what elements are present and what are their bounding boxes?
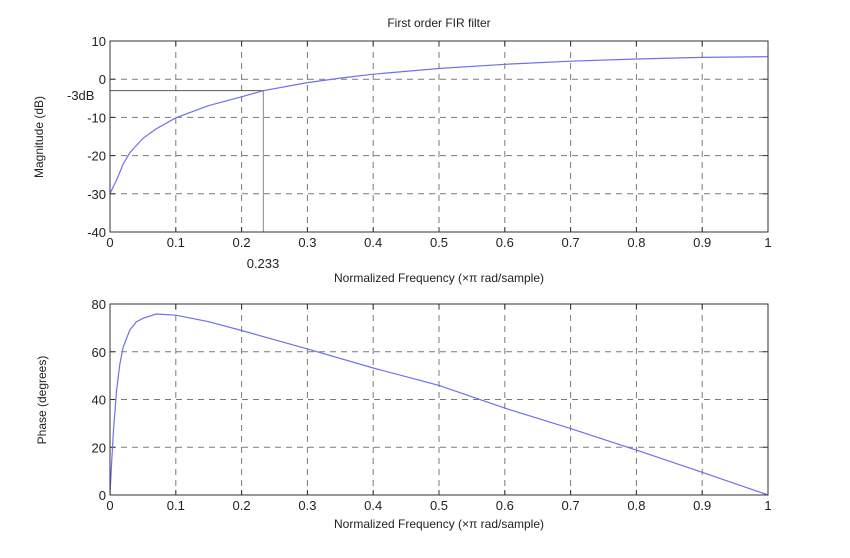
x-tick-label: 0.2 — [233, 498, 251, 513]
x-tick-label: 0.4 — [364, 235, 382, 250]
y-tick-label: 80 — [92, 297, 106, 312]
x-tick-label: 0.7 — [562, 498, 580, 513]
x-tick-label: 0.8 — [627, 235, 645, 250]
x-tick-label: 0.2 — [233, 235, 251, 250]
x-tick-label: 0.8 — [627, 498, 645, 513]
axes-box — [109, 303, 769, 496]
x-tick-label: 0.5 — [430, 498, 448, 513]
x-tick-label: 0.1 — [167, 498, 185, 513]
x-tick-label: 0 — [106, 498, 113, 513]
phase-plot: 0 0.1 0.2 0.3 0.4 0.5 0.6 0.7 0.8 0.9 1 80 60 40 20 0 — [92, 297, 772, 513]
x-tick-label: 0.9 — [693, 235, 711, 250]
bottom-y-axis-label: Phase (degrees) — [35, 356, 49, 445]
y-tick-label: 0 — [99, 72, 106, 87]
chart-title: First order FIR filter — [387, 16, 490, 30]
y-tick-label: 10 — [92, 34, 106, 49]
bottom-x-axis-label: Normalized Frequency (×π rad/sample) — [334, 517, 544, 531]
x-tick-label: 0.4 — [364, 498, 382, 513]
x-tick-label: 0.3 — [298, 498, 316, 513]
top-y-axis-label: Magnitude (dB) — [32, 96, 46, 178]
x-tick-label: 0.7 — [562, 235, 580, 250]
top-x-axis-label: Normalized Frequency (×π rad/sample) — [334, 271, 544, 285]
x-tick-label: 0.3 — [298, 235, 316, 250]
y-tick-label: 60 — [92, 345, 106, 360]
y-tick-label: -10 — [87, 110, 106, 125]
data-line — [109, 313, 769, 496]
x-tick-label: 0 — [106, 235, 113, 250]
x-tick-label: 0.6 — [496, 498, 514, 513]
x-tick-label: 0.9 — [693, 498, 711, 513]
y-tick-label: -20 — [87, 149, 106, 164]
y-tick-label: 40 — [92, 393, 106, 408]
data-line — [109, 56, 769, 194]
minus-3db-label: -3dB — [67, 88, 94, 103]
x-tick-label: 0.5 — [430, 235, 448, 250]
cutoff-frequency-label: 0.233 — [247, 256, 280, 271]
x-tick-label: 1 — [764, 235, 771, 250]
axes-box — [109, 40, 769, 233]
magnitude-plot: 0 0.1 0.2 0.3 0.4 0.5 0.6 0.7 0.8 0.9 1 10 0 -10 -20 -3… — [87, 34, 771, 250]
x-tick-label: 0.6 — [496, 235, 514, 250]
x-tick-label: 1 — [764, 498, 771, 513]
y-tick-label: 0 — [99, 488, 106, 503]
y-tick-label: -40 — [87, 225, 106, 240]
y-tick-label: -30 — [87, 187, 106, 202]
y-tick-label: 20 — [92, 440, 106, 455]
x-tick-label: 0.1 — [167, 235, 185, 250]
